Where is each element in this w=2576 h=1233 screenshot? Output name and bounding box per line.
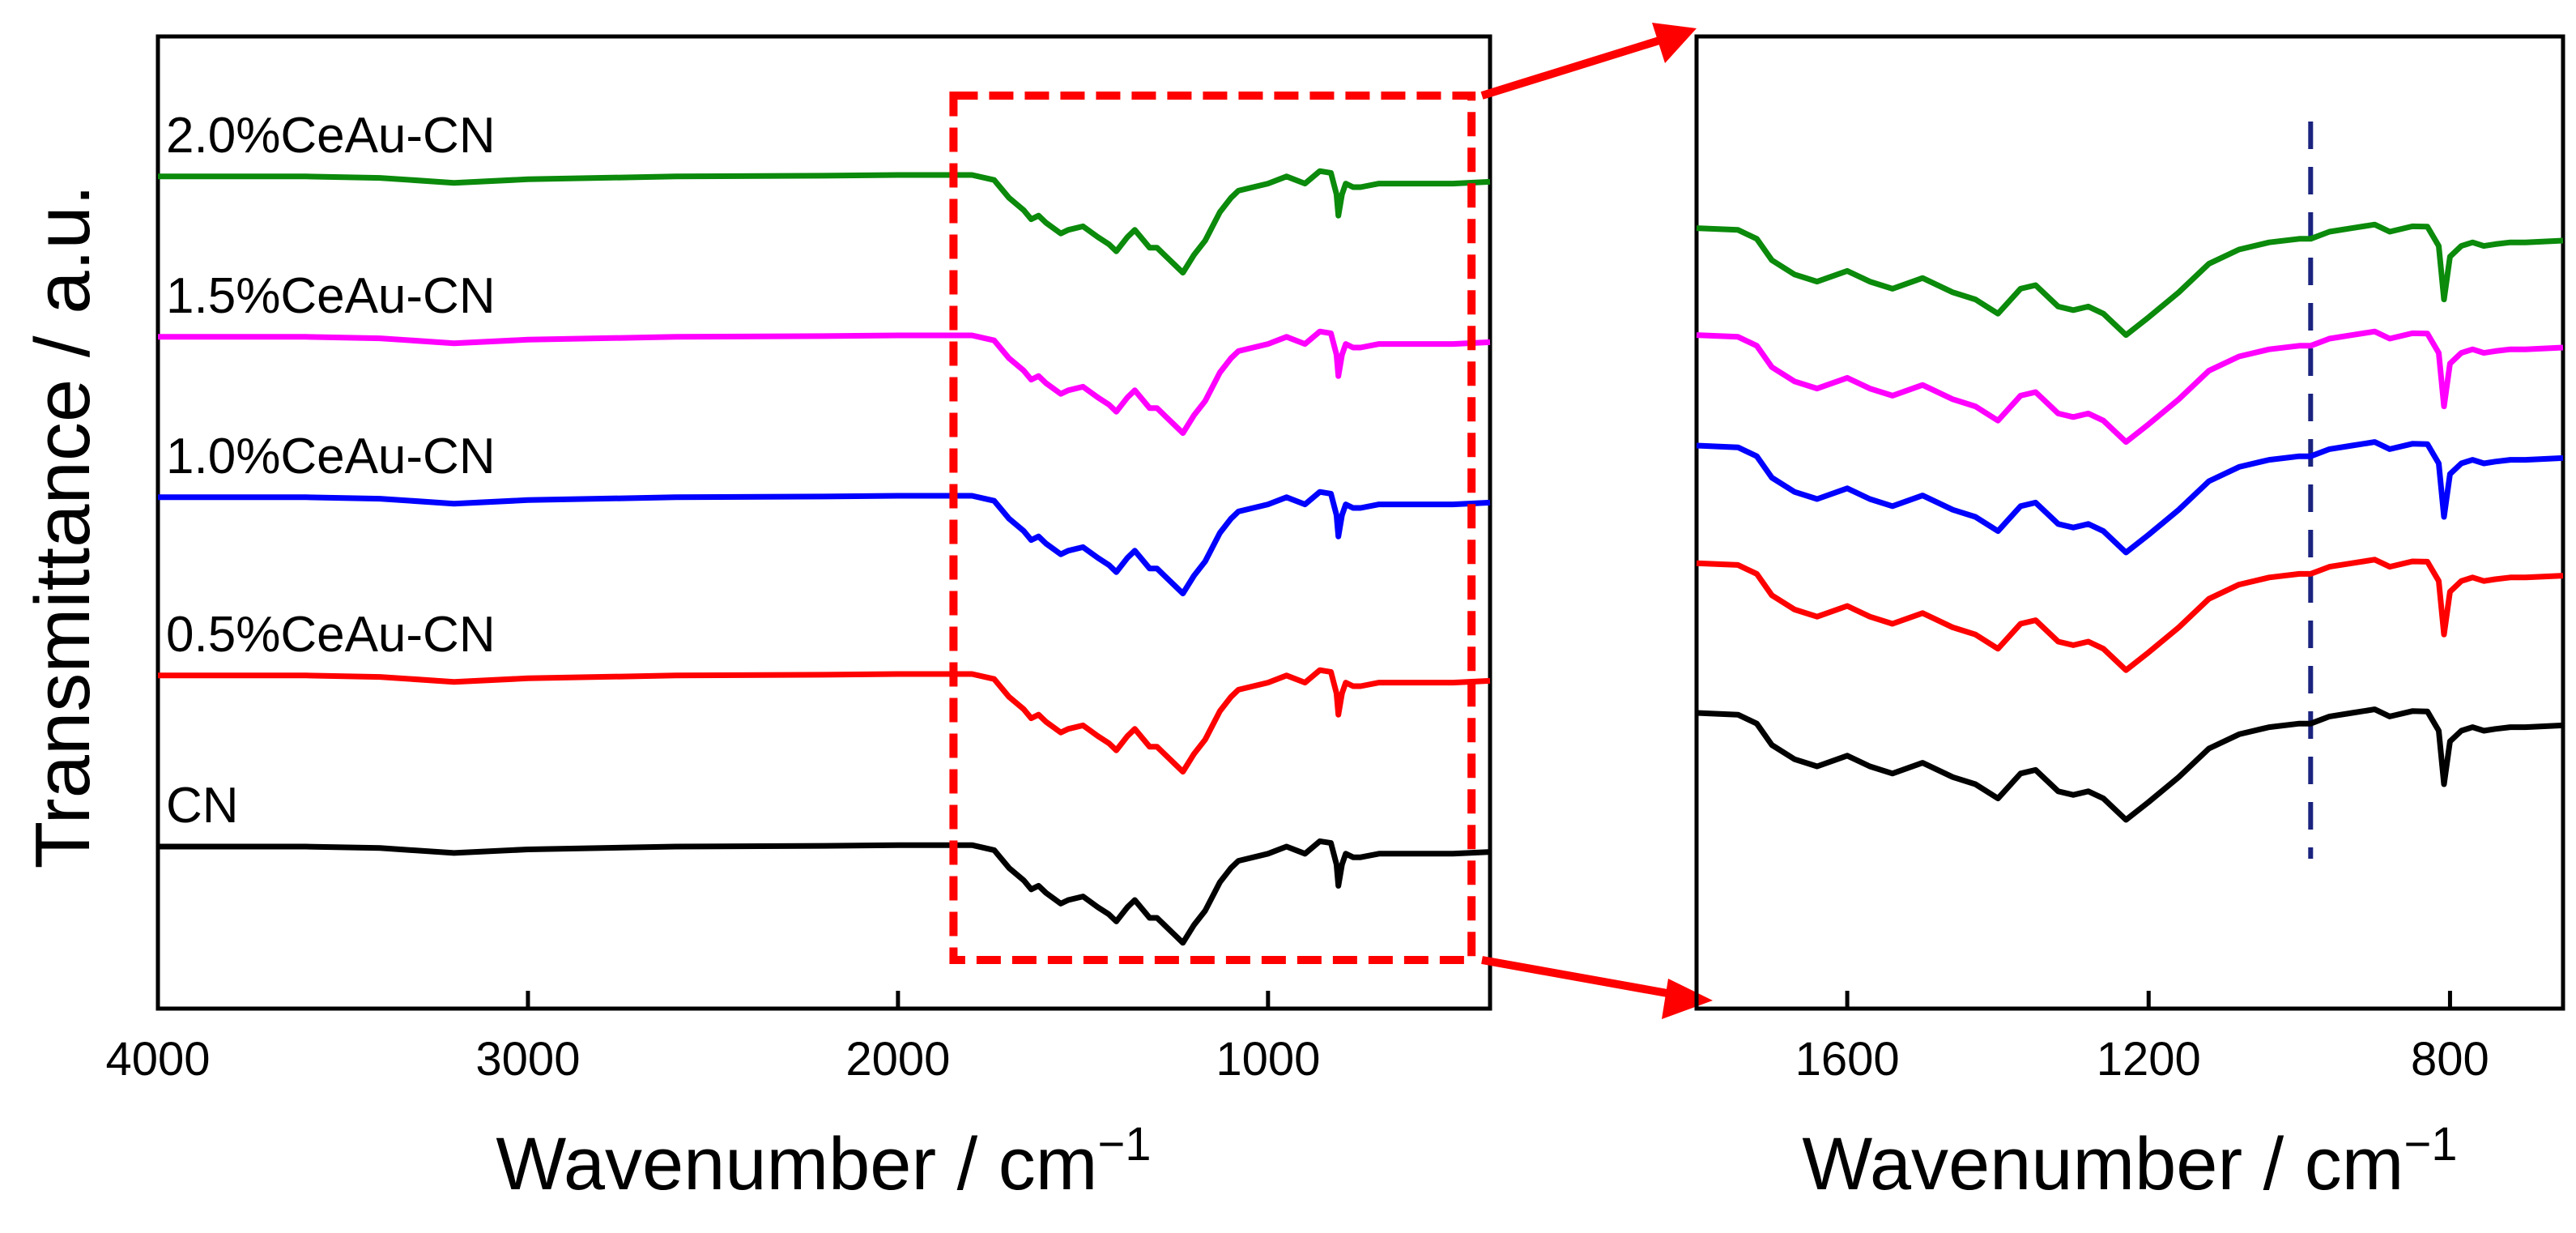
upper-arrowhead [1652, 23, 1697, 63]
left-series-line-2-0-ceau-cn [158, 168, 1491, 276]
upper-connector-line [1480, 32, 1674, 100]
right-series-line-0-5-ceau-cn [1696, 557, 2564, 673]
left-series-line-cn [158, 838, 1491, 946]
series-label-0-5-ceau-cn: 0.5%CeAu-CN [166, 607, 496, 663]
left-series-line-1-0-ceau-cn [158, 489, 1491, 597]
series-label-cn: CN [166, 778, 239, 834]
left-x-tick-label: 2000 [845, 1033, 950, 1086]
left-x-tick-label: 1000 [1216, 1033, 1320, 1086]
left-series-labels: CN 0.5%CeAu-CN 1.0%CeAu-CN 1.5%CeAu-CN 2.0%C… [166, 108, 496, 834]
right-series-line-1-0-ceau-cn [1696, 439, 2564, 556]
right-series-group [1696, 221, 2564, 823]
left-series-group [158, 168, 1491, 946]
series-label-1-0-ceau-cn: 1.0%CeAu-CN [166, 429, 496, 484]
right-series-line-cn [1696, 706, 2564, 823]
y-axis-title: Transmittance / a.u. [19, 185, 106, 869]
series-label-2-0-ceau-cn: 2.0%CeAu-CN [166, 108, 496, 164]
right-x-axis-title: Wavenumber / cm−1 [1802, 1118, 2457, 1205]
right-series-line-1-5-ceau-cn [1696, 328, 2564, 446]
lower-connector-line [1481, 956, 1677, 999]
zoom-connector-arrows [1480, 23, 1713, 1019]
right-x-tick-label: 1200 [2097, 1033, 2201, 1086]
left-series-line-0-5-ceau-cn [158, 667, 1491, 775]
right-series-line-2-0-ceau-cn [1696, 221, 2564, 339]
left-plot-frame [155, 34, 1492, 1011]
left-series-line-1-5-ceau-cn [158, 328, 1491, 437]
zoomed-range-panel: 1600 1200 800 Wavenumber / cm−1 [1694, 34, 2565, 1205]
zoom-highlight-box [949, 92, 1476, 964]
left-x-ticks [155, 991, 1271, 1009]
left-x-tick-labels: 4000 3000 2000 1000 [105, 1033, 1320, 1086]
lower-arrowhead [1662, 979, 1713, 1019]
right-x-tick-label: 800 [2411, 1033, 2489, 1086]
series-label-1-5-ceau-cn: 1.5%CeAu-CN [166, 268, 496, 324]
right-plot-frame [1694, 34, 2565, 1011]
left-x-axis-title: Wavenumber / cm−1 [496, 1118, 1151, 1205]
left-x-tick-label: 4000 [105, 1033, 210, 1086]
right-x-tick-labels: 1600 1200 800 [1795, 1033, 2489, 1086]
left-x-tick-label: 3000 [475, 1033, 580, 1086]
full-range-panel: 4000 3000 2000 1000 CN 0.5%CeAu-CN 1.0%CeAu-C… [19, 34, 1492, 1205]
right-x-ticks [1845, 991, 2452, 1009]
right-x-tick-label: 1600 [1795, 1033, 1900, 1086]
